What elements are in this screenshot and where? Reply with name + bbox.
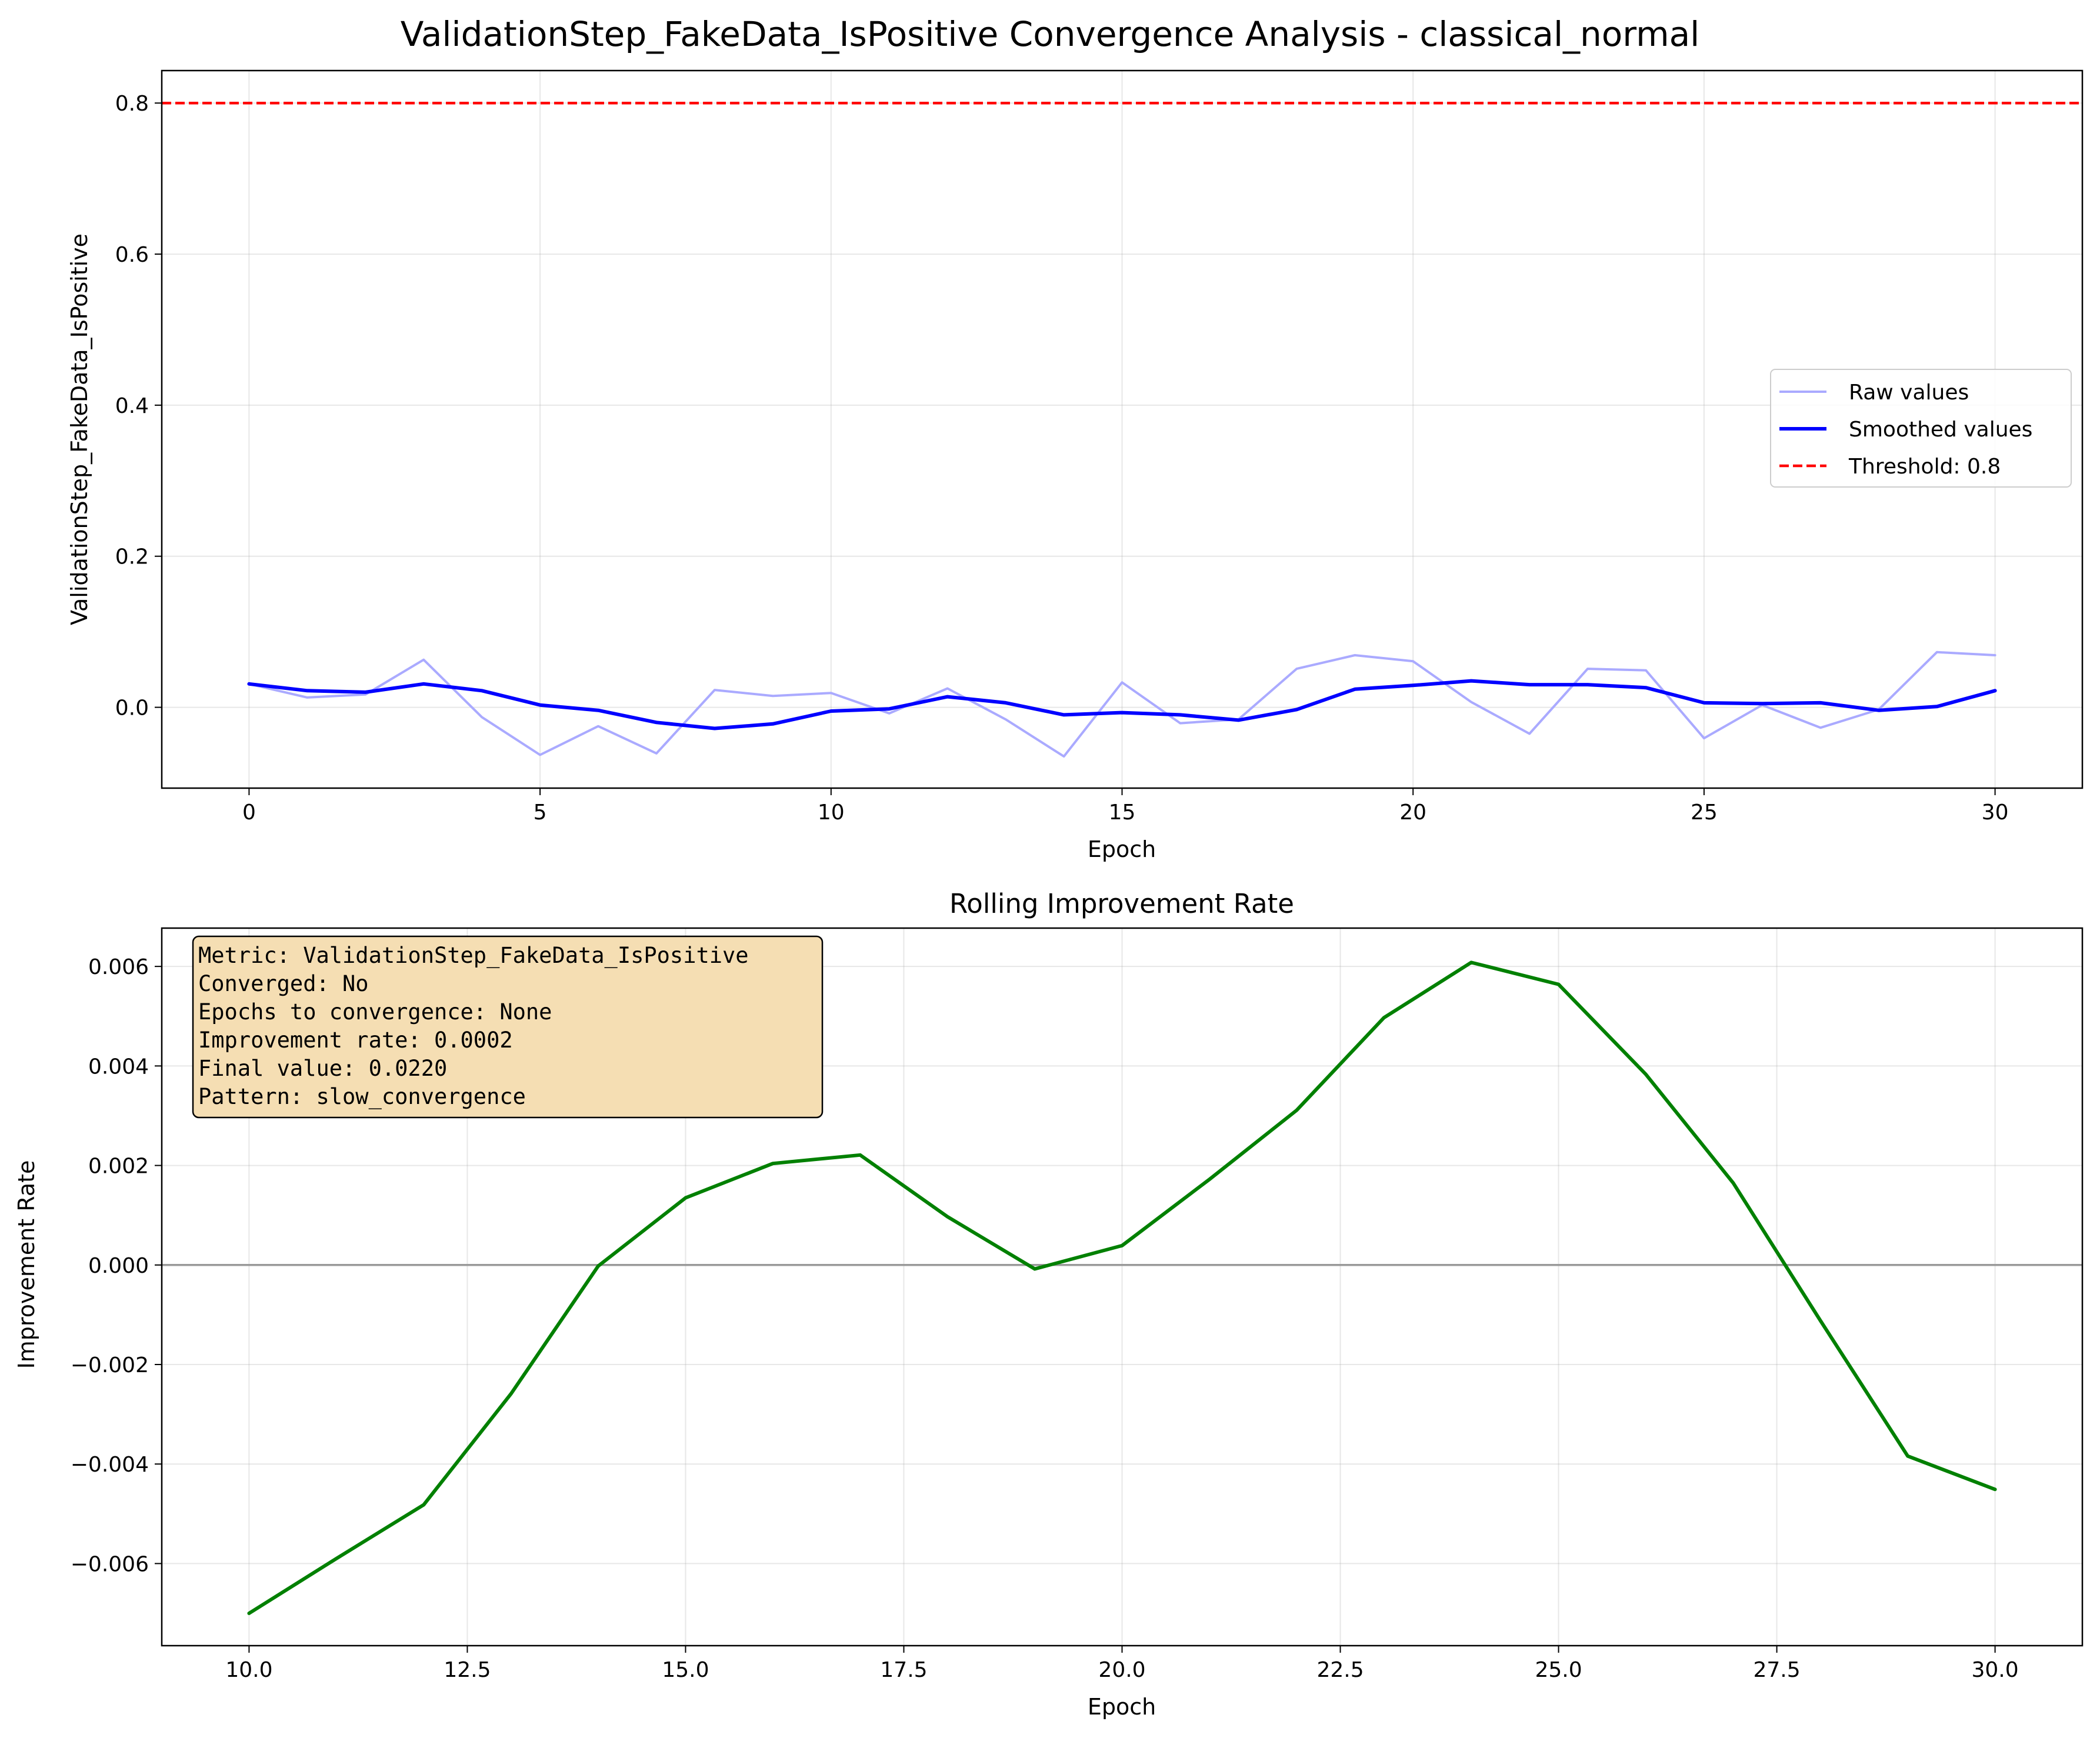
improvement-rate-title: Rolling Improvement Rate [949,888,1294,919]
improvement-rate-y-ticks: −0.006 −0.004 −0.002 0.000 0.002 0.004 0.006 [71,955,162,1576]
x-tick-label: 10.0 [225,1658,272,1682]
info-epochs-to-convergence: Epochs to convergence: None [198,999,552,1025]
y-tick-label: 0.006 [88,955,149,979]
improvement-rate-series [162,960,2082,1615]
improvement-rate-x-label: Epoch [1088,1694,1156,1720]
improvement-rate-x-ticks: 10.0 12.5 15.0 17.5 20.0 22.5 25.0 27.5 30.0 [225,1646,2019,1682]
x-tick-label: 30.0 [1972,1658,2019,1682]
info-final-value: Final value: 0.0220 [198,1056,447,1081]
convergence-y-label: ValidationStep_FakeData_IsPositive [66,233,92,625]
x-tick-label: 20.0 [1098,1658,1145,1682]
x-tick-label: 30 [1982,800,2009,825]
legend-label-threshold: Threshold: 0.8 [1848,455,2001,479]
x-tick-label: 22.5 [1316,1658,1364,1682]
y-tick-label: −0.002 [71,1353,149,1377]
improvement-rate-y-label: Improvement Rate [14,1160,39,1369]
y-tick-label: −0.004 [71,1453,149,1477]
y-tick-label: 0.0 [115,696,149,720]
info-metric: Metric: ValidationStep_FakeData_IsPositi… [198,943,749,969]
convergence-x-label: Epoch [1088,836,1156,862]
convergence-x-ticks: 0 5 10 15 20 25 30 [242,788,2009,825]
info-improvement-rate: Improvement rate: 0.0002 [198,1028,513,1053]
y-tick-label: 0.002 [88,1155,149,1179]
smoothed-values-line [247,679,1997,730]
y-tick-label: 0.8 [115,92,149,116]
improvement-rate-plot: Rolling Improvement Rate 10.0 12.5 15.0 17.… [14,888,2084,1720]
legend-label-smoothed: Smoothed values [1849,418,2032,442]
x-tick-label: 25 [1691,800,1718,825]
y-tick-label: 0.6 [115,243,149,267]
legend-box [1770,369,2072,488]
y-tick-label: −0.006 [71,1552,149,1576]
info-box-background [192,935,824,1119]
y-tick-label: 0.4 [115,394,149,418]
y-tick-label: 0.004 [88,1055,149,1079]
convergence-plot: 0 5 10 15 20 25 30 0.0 0.2 0.4 0.6 0.8 Epoch Valid… [66,69,2084,862]
convergence-series [162,101,2082,758]
x-tick-label: 10 [818,800,845,825]
x-tick-label: 15.0 [662,1658,709,1682]
x-tick-label: 17.5 [880,1658,927,1682]
y-tick-label: 0.000 [88,1254,149,1278]
info-converged: Converged: No [198,971,369,996]
x-tick-label: 25.0 [1535,1658,1582,1682]
raw-values-line [248,651,1996,758]
x-tick-label: 20 [1399,800,1426,825]
x-tick-label: 5 [534,800,547,825]
legend-label-raw: Raw values [1849,381,1969,405]
info-pattern: Pattern: slow_convergence [198,1084,526,1110]
figure-suptitle: ValidationStep_FakeData_IsPositive Conve… [401,14,1700,54]
metrics-info-box: Metric: ValidationStep_FakeData_IsPositi… [192,935,824,1119]
x-tick-label: 15 [1109,800,1136,825]
improvement-rate-line [247,960,1997,1615]
x-tick-label: 12.5 [444,1658,491,1682]
convergence-y-ticks: 0.0 0.2 0.4 0.6 0.8 [115,92,162,720]
convergence-legend: Raw values Smoothed values Threshold: 0.… [1770,369,2072,488]
x-tick-label: 27.5 [1753,1658,1800,1682]
y-tick-label: 0.2 [115,545,149,569]
x-tick-label: 0 [242,800,256,825]
